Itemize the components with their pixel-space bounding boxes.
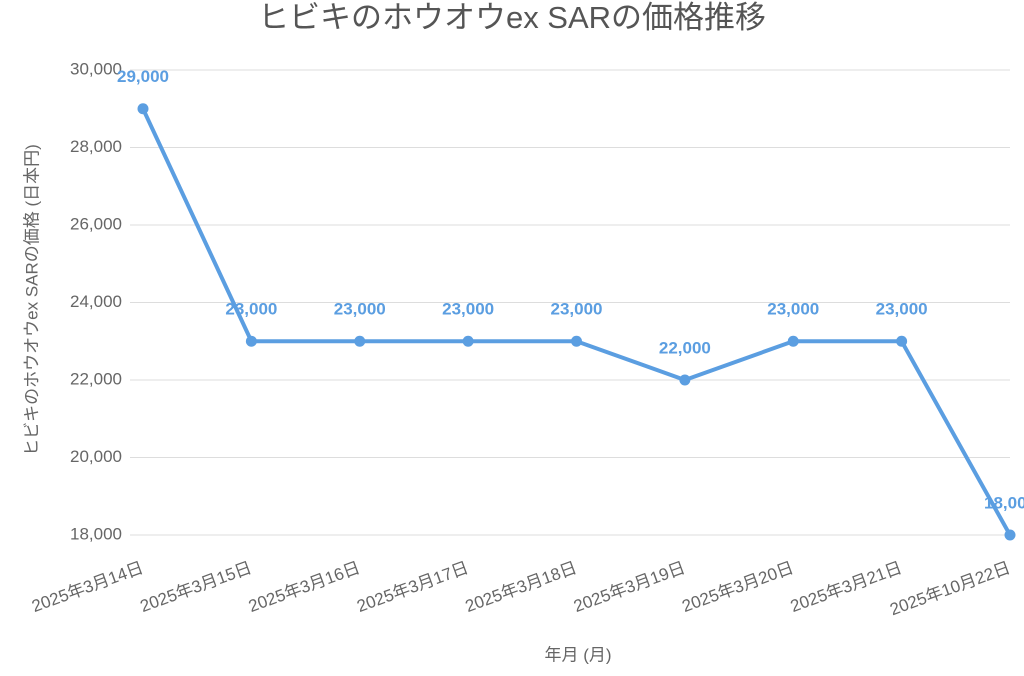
y-tick-label: 24,000 bbox=[70, 292, 122, 311]
point bbox=[1004, 529, 1016, 541]
point bbox=[245, 335, 257, 347]
point bbox=[137, 103, 149, 115]
point bbox=[354, 335, 366, 347]
data-label: 23,000 bbox=[767, 300, 819, 319]
data-label: 22,000 bbox=[659, 338, 711, 357]
x-tick-label: 2025年3月19日 bbox=[571, 558, 688, 616]
x-tick-label: 2025年3月15日 bbox=[138, 558, 255, 616]
x-tick-label: 2025年3月17日 bbox=[354, 558, 471, 616]
x-tick-label: 2025年3月16日 bbox=[246, 558, 363, 616]
data-label: 23,000 bbox=[442, 300, 494, 319]
point bbox=[462, 335, 474, 347]
y-tick-label: 30,000 bbox=[70, 59, 122, 78]
x-tick-label: 2025年3月14日 bbox=[29, 558, 146, 616]
data-label: 29,000 bbox=[117, 67, 169, 86]
point bbox=[679, 374, 691, 386]
line bbox=[141, 107, 1012, 536]
data-label: 23,000 bbox=[225, 300, 277, 319]
x-tick-label: 2025年10月22日 bbox=[887, 558, 1013, 619]
data-label: 18,000 bbox=[984, 493, 1024, 512]
data-label: 23,000 bbox=[876, 300, 928, 319]
y-tick-label: 28,000 bbox=[70, 137, 122, 156]
data-label: 23,000 bbox=[551, 300, 603, 319]
x-axis-title: 年月 (月) bbox=[544, 645, 611, 664]
x-tick-label: 2025年3月18日 bbox=[463, 558, 580, 616]
data-label: 23,000 bbox=[334, 300, 386, 319]
x-tick-label: 2025年3月21日 bbox=[788, 558, 905, 616]
y-tick-label: 22,000 bbox=[70, 369, 122, 388]
point bbox=[896, 335, 908, 347]
chart-title: ヒビキのホウオウex SARの価格推移 bbox=[258, 0, 766, 35]
y-tick-label: 18,000 bbox=[70, 524, 122, 543]
y-axis-title: ヒビキのホウオウex SARの価格 (日本円) bbox=[22, 144, 41, 456]
point bbox=[571, 335, 582, 347]
y-tick-label: 26,000 bbox=[70, 214, 122, 233]
y-tick-label: 20,000 bbox=[70, 447, 122, 466]
point bbox=[787, 335, 799, 347]
x-tick-label: 2025年3月20日 bbox=[680, 558, 797, 616]
